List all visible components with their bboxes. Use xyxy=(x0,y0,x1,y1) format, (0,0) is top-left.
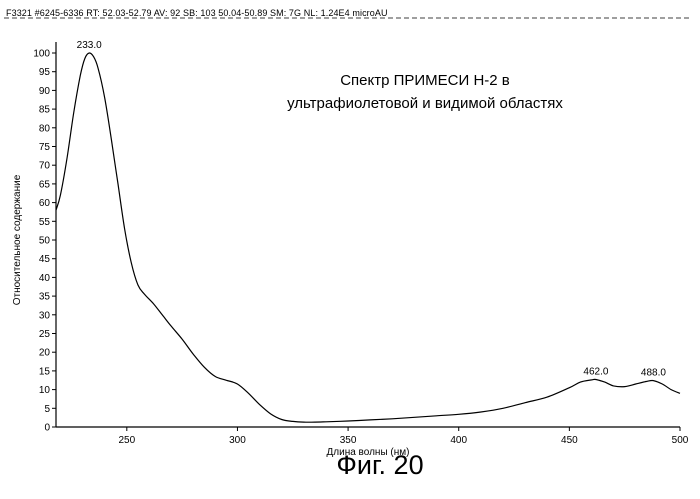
y-tick-label: 80 xyxy=(39,123,51,134)
y-tick-label: 25 xyxy=(39,329,51,340)
y-tick-label: 40 xyxy=(39,273,51,284)
x-axis-label: Длина волны (нм) xyxy=(327,447,410,458)
chart-title-line-2: ультрафиолетовой и видимой областях xyxy=(287,95,563,112)
y-tick-label: 45 xyxy=(39,254,51,265)
y-tick-label: 15 xyxy=(39,366,51,377)
y-tick-label: 75 xyxy=(39,142,51,153)
y-tick-label: 85 xyxy=(39,105,51,116)
y-tick-label: 30 xyxy=(39,310,51,321)
x-tick-label: 350 xyxy=(340,435,357,446)
peak-label-group: 233.0 462.0 488.0 xyxy=(77,40,667,379)
x-tick-group: 250 300 350 400 450 500 xyxy=(118,427,689,446)
y-tick-label: 100 xyxy=(33,49,50,60)
y-tick-group: 0 5 10 15 20 25 30 35 40 45 50 55 60 65 70 75 80 85 90 95 10… xyxy=(33,49,56,434)
peak-label: 233.0 xyxy=(77,40,102,51)
y-tick-label: 60 xyxy=(39,198,51,209)
y-tick-label: 55 xyxy=(39,217,51,228)
y-tick-label: 50 xyxy=(39,236,51,247)
peak-label: 462.0 xyxy=(583,367,608,378)
y-tick-label: 65 xyxy=(39,179,51,190)
x-tick-label: 500 xyxy=(672,435,689,446)
y-tick-label: 5 xyxy=(44,404,50,415)
peak-label: 488.0 xyxy=(641,368,666,379)
y-tick-label: 20 xyxy=(39,348,51,359)
y-tick-label: 0 xyxy=(44,423,50,434)
spectrum-header-line: F3321 #6245-6336 RT: 52.03-52.79 AV: 92 … xyxy=(6,8,388,18)
chart-title-line-1: Спектр ПРИМЕСИ Н-2 в xyxy=(340,72,510,89)
y-tick-label: 95 xyxy=(39,67,51,78)
x-tick-label: 250 xyxy=(118,435,135,446)
y-tick-label: 10 xyxy=(39,385,51,396)
spectrum-series-line xyxy=(55,52,681,423)
y-axis-label: Относительное содержание xyxy=(12,174,23,305)
x-tick-label: 450 xyxy=(561,435,578,446)
y-tick-label: 35 xyxy=(39,292,51,303)
x-tick-label: 400 xyxy=(450,435,467,446)
y-tick-label: 90 xyxy=(39,86,51,97)
y-tick-label: 70 xyxy=(39,161,51,172)
x-tick-label: 300 xyxy=(229,435,246,446)
figure-caption: Фиг. 20 xyxy=(336,450,424,480)
